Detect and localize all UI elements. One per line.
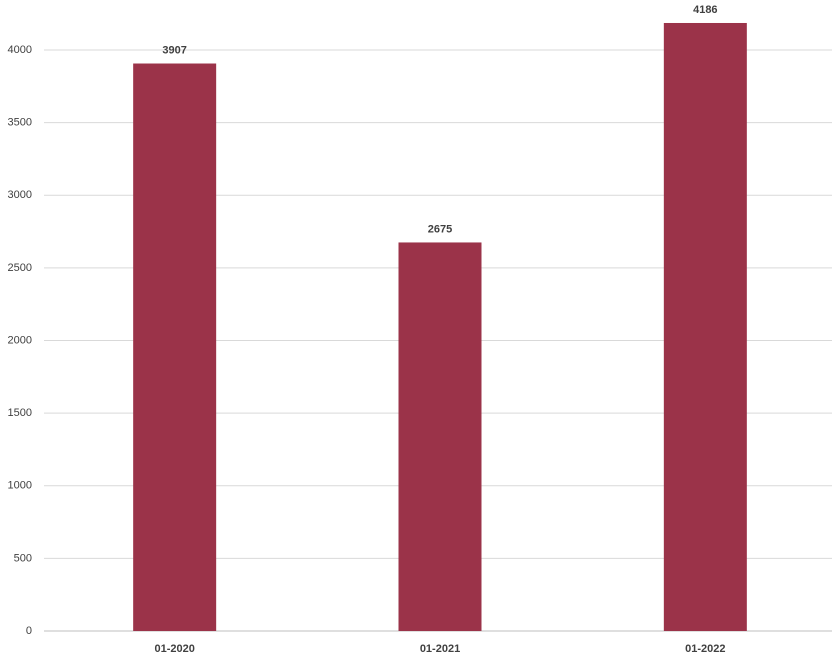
y-tick-label: 1500	[8, 407, 32, 419]
y-tick-label: 4000	[8, 44, 32, 56]
x-tick-label: 01-2021	[420, 643, 460, 655]
value-label: 4186	[693, 4, 717, 16]
bar	[398, 242, 482, 632]
x-tick-label: 01-2022	[685, 643, 725, 655]
bar	[133, 63, 217, 632]
y-tick-label: 2500	[8, 262, 32, 274]
y-tick-label: 3000	[8, 189, 32, 201]
bar	[663, 22, 747, 631]
y-tick-label: 1000	[8, 480, 32, 492]
y-tick-label: 3500	[8, 117, 32, 129]
y-tick-label: 2000	[8, 334, 32, 346]
x-tick-label: 01-2020	[154, 643, 194, 655]
y-tick-label: 0	[26, 625, 32, 637]
value-label: 3907	[162, 44, 186, 56]
y-tick-label: 500	[14, 552, 32, 564]
value-label: 2675	[428, 223, 452, 235]
